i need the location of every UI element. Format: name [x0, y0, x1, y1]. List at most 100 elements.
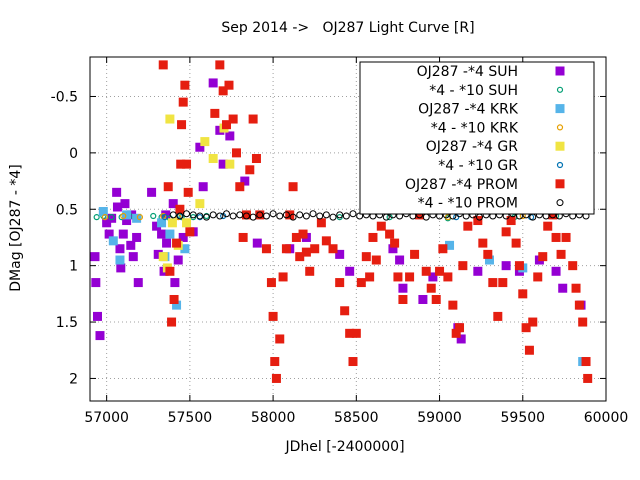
data-point [235, 182, 245, 192]
data-point [101, 214, 109, 221]
data-point [365, 272, 375, 282]
data-point [251, 154, 261, 164]
data-point [558, 283, 568, 293]
data-point [238, 232, 248, 242]
data-point [210, 108, 220, 118]
data-point [282, 211, 290, 219]
data-point [493, 311, 503, 321]
data-point [418, 294, 428, 304]
plot-border [89, 56, 607, 402]
data-point [271, 373, 281, 383]
data-point [252, 238, 262, 248]
data-point [168, 199, 178, 209]
x-tick-label: 57000 [84, 410, 129, 426]
data-point [269, 210, 277, 218]
data-point [371, 255, 381, 265]
data-point [256, 211, 264, 219]
data-point [248, 114, 258, 124]
data-point [298, 229, 308, 239]
data-point [157, 229, 167, 239]
data-point [295, 252, 305, 262]
data-point [198, 182, 208, 192]
x-tick-label: 58000 [251, 410, 296, 426]
data-point [157, 218, 167, 228]
legend-marker [555, 66, 565, 76]
data-point [281, 244, 291, 254]
data-point [463, 221, 473, 231]
data-point [175, 204, 185, 214]
legend-label: OJ287 -*4 SUH [417, 64, 518, 80]
data-point [225, 159, 235, 169]
data-point [236, 211, 244, 219]
data-point [108, 236, 118, 246]
data-point [178, 97, 188, 107]
data-point [167, 317, 177, 327]
data-point [345, 266, 355, 276]
data-point [261, 244, 271, 254]
data-point [431, 294, 441, 304]
data-point [136, 214, 144, 221]
data-point [501, 261, 511, 271]
data-point [195, 142, 205, 152]
data-point [165, 114, 175, 124]
data-point [218, 159, 228, 169]
data-point [538, 252, 548, 262]
data-point [398, 283, 408, 293]
data-point [176, 159, 186, 169]
data-point [116, 263, 126, 273]
data-point [511, 238, 521, 248]
data-point [321, 236, 331, 246]
data-point [222, 210, 230, 218]
data-point [291, 232, 301, 242]
data-point [316, 218, 326, 228]
data-point [514, 261, 524, 271]
legend-label: *4 - *10 PROM [418, 196, 518, 212]
data-point [296, 211, 304, 219]
data-point [245, 165, 255, 175]
data-point [122, 210, 132, 220]
data-point [342, 212, 350, 220]
legend-label: *4 - *10 KRK [431, 120, 519, 136]
data-point [348, 357, 358, 367]
y-tick-label: 1 [69, 259, 78, 275]
data-point [335, 249, 345, 259]
data-point [305, 266, 315, 276]
data-point [581, 357, 591, 367]
data-point [478, 238, 488, 248]
data-point [165, 266, 175, 276]
data-point [126, 240, 136, 250]
data-point [428, 272, 438, 282]
data-point [112, 187, 122, 197]
data-point [189, 211, 197, 219]
data-point [316, 212, 324, 220]
data-point [551, 266, 561, 276]
data-point [169, 294, 179, 304]
data-point [455, 323, 465, 333]
data-point [388, 244, 398, 254]
data-point [276, 212, 284, 220]
data-point [385, 229, 395, 239]
data-point [548, 210, 558, 220]
data-point [228, 114, 238, 124]
data-point [309, 210, 317, 218]
data-point [302, 212, 310, 220]
data-point [180, 80, 190, 90]
data-point [574, 300, 584, 310]
data-point [163, 182, 173, 192]
data-point [122, 216, 132, 226]
y-tick-label: 1.5 [56, 315, 78, 331]
data-point [456, 334, 466, 344]
data-point [169, 211, 177, 219]
data-point [133, 278, 143, 288]
data-point [153, 249, 163, 259]
legend-label: *4 - *10 GR [438, 158, 518, 174]
data-point [158, 60, 168, 70]
y-axis-label: DMag [OJ287 - *4] [8, 164, 24, 291]
data-point [329, 213, 337, 221]
data-point [115, 244, 125, 254]
data-point [208, 78, 218, 88]
data-point [310, 244, 320, 254]
data-point [390, 238, 400, 248]
data-point [551, 232, 561, 242]
